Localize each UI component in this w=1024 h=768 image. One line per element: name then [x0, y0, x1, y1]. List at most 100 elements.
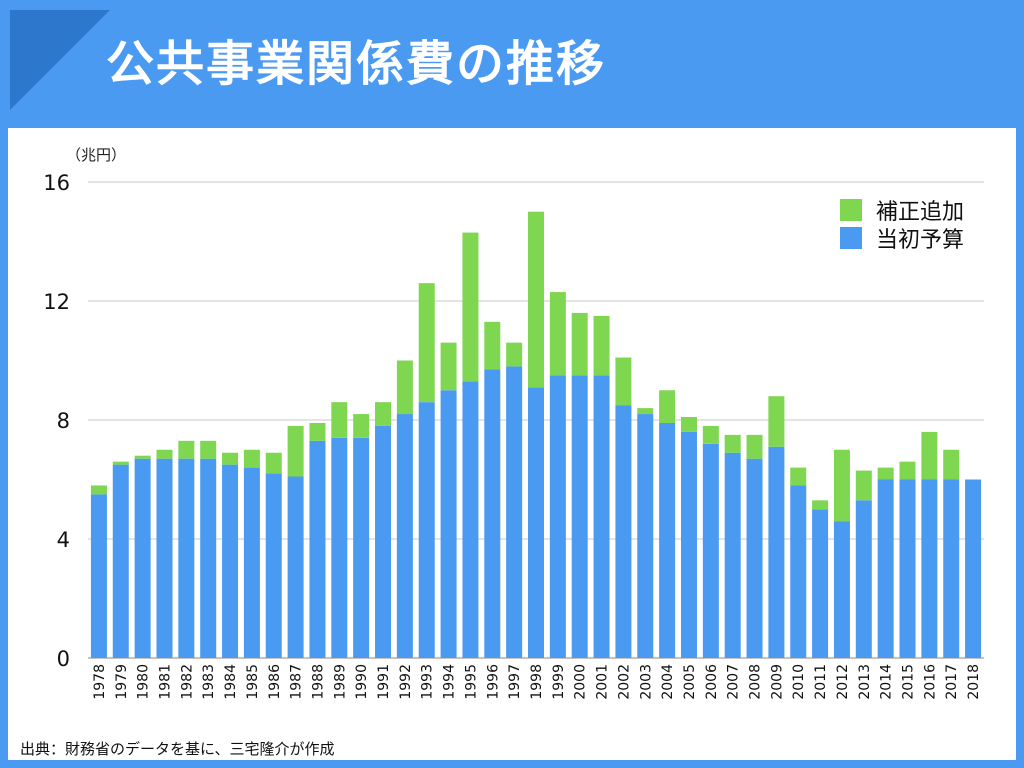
legend-label-initial-budget: 当初予算 — [876, 228, 965, 253]
bar-supplementary — [200, 440, 217, 459]
x-tick-label: 1991 — [376, 664, 392, 700]
bar-initial-budget — [724, 452, 741, 658]
bar-supplementary — [768, 396, 785, 447]
bar-initial-budget — [222, 464, 239, 658]
bar-supplementary — [899, 461, 916, 480]
bar-initial-budget — [243, 467, 260, 658]
bar-supplementary — [331, 402, 348, 438]
bar-initial-budget — [200, 458, 217, 658]
bar-supplementary — [375, 402, 392, 426]
bar-initial-budget — [943, 479, 960, 658]
bar-supplementary — [243, 449, 260, 468]
bar-supplementary — [593, 315, 610, 376]
x-tick-label: 2005 — [682, 664, 698, 700]
bar-supplementary — [112, 461, 129, 465]
bar-supplementary — [702, 425, 719, 444]
bar-initial-budget — [178, 458, 195, 658]
bar-initial-budget — [615, 405, 632, 658]
bar-supplementary — [265, 452, 282, 474]
bar-initial-budget — [790, 485, 807, 658]
bar-initial-budget — [768, 446, 785, 658]
x-tick-label: 2010 — [791, 664, 807, 700]
bar-initial-budget — [702, 443, 719, 658]
x-tick-label: 1993 — [420, 664, 436, 700]
bar-supplementary — [724, 434, 741, 453]
bar-supplementary — [178, 440, 195, 459]
x-tick-label: 1999 — [551, 664, 567, 700]
y-tick-label: 4 — [57, 528, 70, 552]
x-tick-label: 2003 — [638, 664, 654, 700]
x-tick-label: 2009 — [769, 664, 785, 700]
x-tick-label: 2018 — [966, 664, 982, 700]
x-tick-label: 2008 — [748, 664, 764, 700]
x-tick-label: 1992 — [398, 664, 414, 700]
bar-initial-budget — [528, 387, 544, 658]
x-tick-label: 1981 — [157, 664, 173, 700]
x-tick-label: 1982 — [179, 664, 195, 700]
x-tick-label: 2001 — [595, 664, 611, 700]
legend-item-supplementary: 補正追加 — [840, 196, 965, 225]
bar-initial-budget — [309, 440, 326, 658]
bar-initial-budget — [812, 509, 829, 658]
x-tick-label: 2013 — [857, 664, 873, 700]
x-tick-label: 1987 — [289, 664, 305, 700]
x-tick-label: 2016 — [922, 664, 938, 700]
y-tick-label: 0 — [57, 647, 70, 671]
bar-initial-budget — [680, 431, 697, 658]
x-tick-label: 2012 — [835, 664, 851, 700]
bar-initial-budget — [921, 479, 938, 658]
bar-supplementary — [943, 449, 960, 480]
bar-supplementary — [921, 431, 938, 480]
bar-initial-budget — [549, 375, 566, 658]
bar-initial-budget — [134, 458, 151, 658]
legend-swatch-supplementary — [840, 199, 862, 221]
bar-initial-budget — [571, 375, 588, 658]
bar-supplementary — [833, 449, 850, 522]
x-tick-label: 2017 — [944, 664, 960, 700]
bar-supplementary — [528, 211, 544, 388]
bar-initial-budget — [593, 375, 610, 658]
bar-supplementary — [790, 467, 807, 486]
x-tick-label: 1996 — [485, 664, 501, 700]
x-tick-label: 1998 — [529, 664, 545, 700]
chart-legend: 補正追加 当初予算 — [840, 196, 965, 253]
x-tick-label: 1978 — [92, 664, 108, 700]
bar-supplementary — [309, 422, 326, 441]
x-tick-label: 2000 — [573, 664, 589, 700]
bar-supplementary — [353, 414, 370, 438]
x-tick-label: 2014 — [879, 664, 895, 700]
bar-initial-budget — [112, 464, 129, 658]
bar-supplementary — [680, 417, 697, 432]
bar-supplementary — [156, 449, 173, 459]
x-tick-label: 1984 — [223, 664, 239, 700]
bar-initial-budget — [156, 458, 173, 658]
y-axis-unit-label: （兆円） — [66, 146, 127, 164]
bar-supplementary — [418, 283, 435, 403]
x-tick-label: 2004 — [660, 664, 676, 700]
y-tick-label: 12 — [43, 290, 70, 314]
bar-supplementary — [287, 425, 304, 477]
x-tick-label: 2002 — [616, 664, 632, 700]
bar-initial-budget — [418, 402, 435, 658]
bar-initial-budget — [440, 390, 457, 658]
header-banner: 公共事業関係費の推移 — [0, 0, 1024, 128]
legend-swatch-initial-budget — [840, 227, 862, 249]
x-tick-label: 2015 — [901, 664, 917, 700]
bar-supplementary — [484, 321, 501, 370]
x-tick-label: 1986 — [267, 664, 283, 700]
bar-supplementary — [440, 342, 457, 391]
bar-supplementary — [877, 467, 894, 480]
bar-supplementary — [812, 500, 829, 510]
bar-supplementary — [462, 232, 479, 382]
x-tick-label: 1990 — [354, 664, 370, 700]
bar-supplementary — [637, 408, 654, 415]
bar-initial-budget — [899, 479, 916, 658]
bar-initial-budget — [331, 437, 348, 658]
bar-supplementary — [222, 452, 239, 465]
bar-supplementary — [855, 470, 872, 501]
bar-initial-budget — [265, 473, 282, 658]
bar-initial-budget — [659, 422, 676, 658]
legend-label-supplementary: 補正追加 — [876, 200, 965, 225]
y-tick-label: 8 — [57, 409, 70, 433]
x-tick-label: 1983 — [201, 664, 217, 700]
